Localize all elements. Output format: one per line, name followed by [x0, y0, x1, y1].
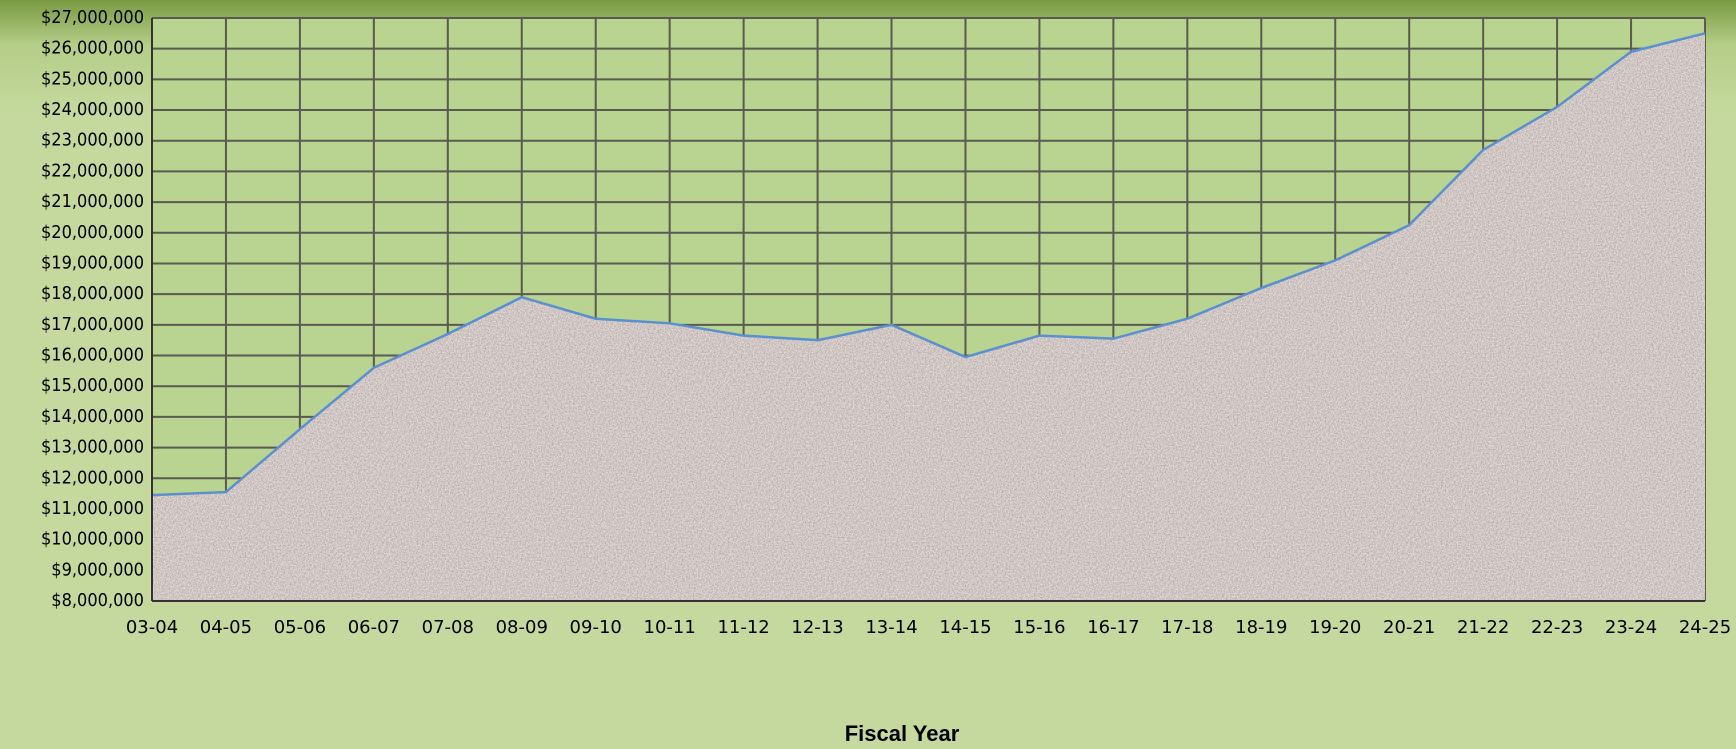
x-tick-label: 24-25 [1679, 617, 1731, 638]
x-tick-label: 14-15 [939, 617, 991, 638]
y-tick-label: $22,000,000 [41, 160, 144, 181]
y-tick-label: $21,000,000 [41, 191, 144, 212]
x-tick-label: 07-08 [422, 617, 474, 638]
x-tick-label: 08-09 [496, 617, 548, 638]
x-tick-label: 12-13 [791, 617, 843, 638]
x-tick-label: 05-06 [274, 617, 326, 638]
y-tick-label: $16,000,000 [41, 345, 144, 366]
y-tick-label: $26,000,000 [41, 38, 144, 59]
x-tick-label: 09-10 [570, 617, 622, 638]
y-tick-label: $17,000,000 [41, 314, 144, 335]
area-line [151, 32, 1706, 497]
y-tick-label: $13,000,000 [41, 437, 144, 458]
y-tick-label: $8,000,000 [51, 590, 144, 611]
y-tick-label: $10,000,000 [41, 529, 144, 550]
x-tick-label: 11-12 [717, 617, 769, 638]
y-tick-label: $25,000,000 [41, 68, 144, 89]
x-tick-label: 17-18 [1161, 617, 1213, 638]
x-tick-label: 23-24 [1605, 617, 1657, 638]
y-tick-label: $24,000,000 [41, 99, 144, 120]
x-tick-label: 19-20 [1309, 617, 1361, 638]
y-tick-label: $19,000,000 [41, 252, 144, 273]
x-tick-label: 16-17 [1087, 617, 1139, 638]
area [152, 33, 1705, 602]
x-tick-label: 13-14 [865, 617, 917, 638]
y-tick-label: $23,000,000 [41, 130, 144, 151]
y-tick-label: $27,000,000 [41, 7, 144, 28]
x-tick-label: 20-21 [1383, 617, 1435, 638]
x-tick-label: 04-05 [200, 617, 252, 638]
y-tick-label: $12,000,000 [41, 467, 144, 488]
x-tick-label: 22-23 [1531, 617, 1583, 638]
x-axis-label: Fiscal Year [845, 721, 960, 746]
x-tick-label: 03-04 [126, 617, 178, 638]
x-tick-label: 10-11 [644, 617, 696, 638]
x-tick-label: 06-07 [348, 617, 400, 638]
y-tick-label: $15,000,000 [41, 375, 144, 396]
y-tick-label: $14,000,000 [41, 406, 144, 427]
x-tick-label: 21-22 [1457, 617, 1509, 638]
y-tick-label: $9,000,000 [51, 559, 144, 580]
x-tick-label: 18-19 [1235, 617, 1287, 638]
x-tick-label: 15-16 [1013, 617, 1065, 638]
y-tick-label: $11,000,000 [41, 498, 144, 519]
y-tick-label: $20,000,000 [41, 222, 144, 243]
y-tick-label: $18,000,000 [41, 283, 144, 304]
